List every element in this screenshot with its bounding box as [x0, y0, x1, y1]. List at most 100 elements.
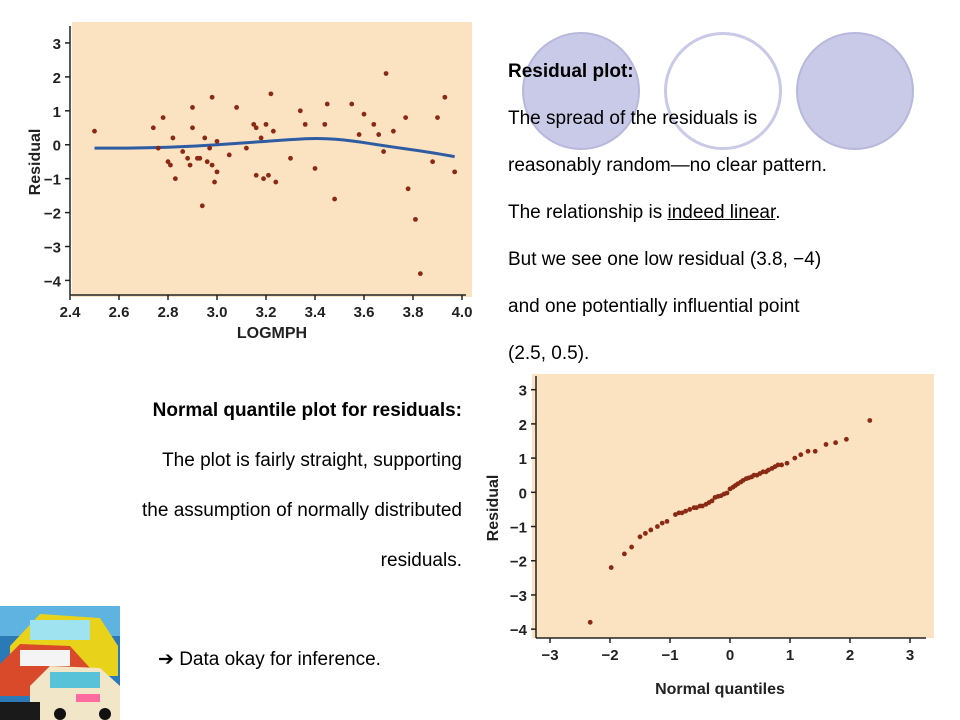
normal-plot-y-axis: 3 2 1 0 −1 −2 −3 −4	[510, 376, 537, 639]
normal-plot-data-point	[679, 510, 685, 516]
normal-plot-x-axis: −3 −2 −1 0 1 2 3	[536, 637, 926, 664]
residual-line-6: (2.5, 0.5).	[508, 343, 590, 364]
residual-plot-data-point	[214, 138, 220, 144]
residual-plot-data-point	[165, 159, 171, 165]
residual-plot-data-point	[160, 115, 166, 120]
normal-heading: Normal quantile plot for residuals:	[152, 400, 462, 421]
decorative-circle-3	[796, 32, 914, 150]
normal-plot-data-point	[798, 452, 804, 458]
normal-plot-data-point	[673, 512, 678, 517]
residual-plot-data-point	[324, 101, 330, 107]
normal-plot-data-point	[779, 462, 784, 468]
residual-plot-y-tick-label: 0	[53, 138, 61, 155]
decorative-circle-1	[522, 32, 640, 150]
residual-plot-data-point	[190, 105, 195, 110]
normal-plot-data-point	[683, 508, 688, 514]
normal-plot-description: Normal quantile plot for residuals: The …	[40, 386, 462, 586]
residual-line-5: and one potentially influential point	[508, 296, 800, 317]
residual-plot-data-point	[263, 121, 269, 127]
normal-plot-x-tick-label: −2	[601, 647, 618, 664]
inference-conclusion: ➔ Data okay for inference.	[158, 648, 381, 671]
residual-plot-data-point	[172, 176, 178, 182]
residual-plot-data-point	[417, 271, 423, 277]
residual-plot-x-tick-label: 3.0	[207, 304, 228, 321]
residual-plot-data-point	[150, 125, 156, 131]
normal-plot-data-point	[687, 507, 693, 512]
normal-plot-area	[532, 374, 934, 638]
residual-plot-xlabel: LOGMPH	[237, 325, 307, 342]
normal-plot-y-tick-label: −4	[510, 622, 528, 639]
residual-plot-data-point	[92, 128, 97, 134]
residual-line-4: But we see one low residual (3.8, −4)	[508, 249, 822, 270]
residual-plot-data-point	[376, 132, 382, 137]
normal-plot-data-point	[587, 619, 593, 625]
normal-line-3: residuals.	[380, 550, 462, 571]
residual-plot: 3 2 1 0 −1 −2 −3 −4 2.4 2.6 2.8 3.0 3.2 3.4 3.6 3.8 4.0…	[27, 22, 472, 342]
residual-plot-data-point	[155, 145, 161, 151]
residual-plot-data-point	[356, 132, 362, 137]
residual-plot-data-point	[381, 149, 386, 154]
residual-plot-y-tick-label: −4	[44, 273, 62, 290]
normal-plot-y-tick-label: −1	[510, 520, 527, 537]
residual-plot-y-tick-label: 3	[53, 36, 61, 53]
residual-plot-data-point	[270, 128, 276, 134]
residual-plot-data-point	[170, 135, 176, 141]
residual-plot-area	[72, 22, 472, 297]
inference-text: Data okay for inference.	[173, 649, 381, 670]
residual-line-3-post: .	[775, 202, 781, 223]
normal-quantile-points	[587, 418, 873, 625]
normal-plot-data-point	[637, 534, 643, 540]
residual-plot-data-point	[212, 179, 217, 185]
normal-plot-data-point	[844, 436, 849, 442]
normal-plot-data-point	[629, 544, 634, 550]
residual-plot-data-point	[383, 71, 389, 76]
residual-plot-data-point	[413, 216, 418, 222]
residual-plot-data-point	[371, 121, 377, 127]
normal-plot-data-point	[659, 520, 665, 526]
residual-plot-data-point	[349, 101, 355, 107]
residual-plot-x-tick-label: 2.8	[158, 304, 179, 321]
residual-plot-data-point	[168, 162, 173, 168]
normal-plot-y-tick-label: 1	[519, 451, 527, 468]
residual-plot-data-point	[361, 111, 367, 117]
normal-plot-data-point	[784, 460, 790, 466]
residual-plot-data-point	[234, 105, 240, 110]
residual-plot-y-axis: 3 2 1 0 −1 −2 −3 −4	[44, 26, 71, 295]
residual-plot-data-point	[214, 169, 220, 175]
residual-plot-x-tick-label: 3.6	[354, 304, 375, 321]
residual-line-3: The relationship is indeed linear.	[508, 189, 948, 236]
normal-plot-data-point	[823, 442, 829, 447]
normal-plot-data-point	[664, 518, 670, 524]
residual-plot-y-tick-label: −1	[44, 172, 61, 189]
residual-plot-data-point	[273, 179, 279, 185]
residual-plot-ylabel: Residual	[27, 129, 44, 196]
residual-plot-y-tick-label: 1	[53, 104, 61, 121]
residual-plot-data-point	[435, 115, 440, 120]
residual-plot-data-point	[261, 176, 266, 182]
normal-plot-data-point	[775, 462, 781, 468]
normal-quantile-plot: 3 2 1 0 −1 −2 −3 −4 −3 −2 −1 0 1 2 3 Normal quantiles…	[485, 374, 934, 698]
residual-plot-data-point	[332, 196, 337, 202]
normal-plot-x-tick-label: 0	[726, 647, 734, 664]
residual-plot-data-point	[185, 155, 191, 161]
residual-plot-data-point	[199, 203, 205, 209]
residual-plot-x-tick-label: 3.8	[403, 304, 424, 321]
residual-line-1: The spread of the residuals is	[508, 108, 758, 129]
normal-plot-data-point	[792, 455, 798, 461]
residual-plot-data-point	[322, 121, 328, 127]
normal-plot-x-tick-label: −1	[661, 647, 678, 664]
residual-plot-data-point	[197, 155, 203, 161]
traffic-cars-image	[0, 606, 120, 720]
residual-plot-data-point	[268, 91, 274, 97]
residual-line-3-pre: The relationship is	[508, 202, 668, 223]
residual-plot-data-point	[187, 162, 193, 168]
residual-plot-data-point	[258, 135, 264, 141]
normal-plot-y-tick-label: 0	[519, 485, 527, 502]
residual-plot-x-tick-label: 3.2	[256, 304, 277, 321]
normal-plot-x-tick-label: −3	[541, 647, 558, 664]
normal-plot-data-point	[700, 503, 705, 509]
residual-plot-y-tick-label: −3	[44, 240, 61, 257]
residual-plot-x-tick-label: 3.4	[305, 304, 327, 321]
decorative-circle-2	[664, 32, 782, 150]
residual-plot-x-axis: 2.4 2.6 2.8 3.0 3.2 3.4 3.6 3.8 4.0	[60, 294, 472, 321]
